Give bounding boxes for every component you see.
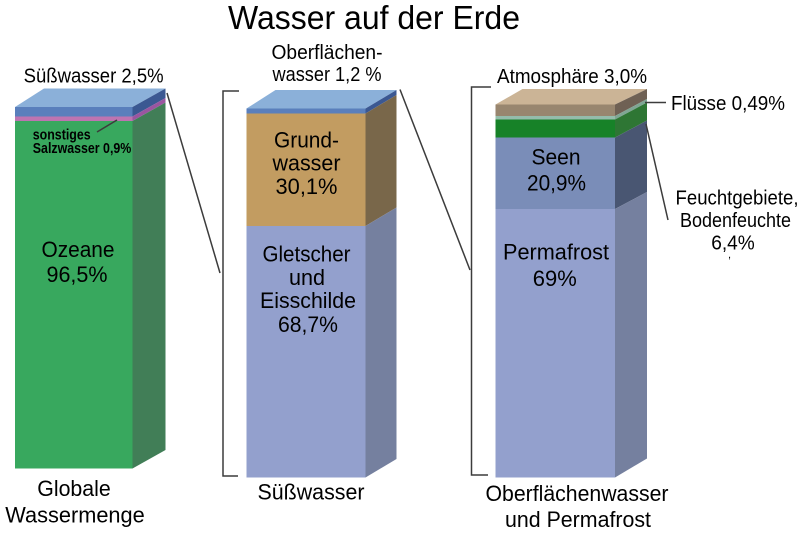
svg-text:Flüsse 0,49%: Flüsse 0,49% bbox=[671, 93, 785, 115]
svg-text:Wasser auf der Erde: Wasser auf der Erde bbox=[228, 0, 520, 36]
svg-text:sonstiges: sonstiges bbox=[33, 126, 91, 143]
svg-text:Oberflächenwasser: Oberflächenwasser bbox=[486, 481, 669, 506]
svg-text:Süßwasser 2,5%: Süßwasser 2,5% bbox=[24, 65, 164, 87]
svg-text:6,4%: 6,4% bbox=[711, 233, 755, 255]
svg-text:Salzwasser 0,9%: Salzwasser 0,9% bbox=[33, 140, 132, 157]
svg-text:und: und bbox=[289, 265, 325, 290]
svg-text:Feuchtgebiete,: Feuchtgebiete, bbox=[676, 188, 799, 210]
svg-text:Permafrost: Permafrost bbox=[503, 240, 609, 265]
svg-text:96,5%: 96,5% bbox=[47, 262, 108, 287]
svg-text:Seen: Seen bbox=[532, 145, 581, 170]
svg-text:Globale: Globale bbox=[37, 476, 111, 501]
svg-text:20,9%: 20,9% bbox=[527, 170, 586, 195]
svg-text:Gletscher: Gletscher bbox=[263, 241, 351, 266]
svg-text:68,7%: 68,7% bbox=[278, 312, 338, 337]
svg-text:wasser: wasser bbox=[272, 151, 341, 176]
svg-text:wasser 1,2 %: wasser 1,2 % bbox=[272, 64, 382, 86]
svg-text:Süßwasser: Süßwasser bbox=[258, 480, 365, 505]
svg-text:Ozeane: Ozeane bbox=[42, 237, 115, 262]
svg-text:Bodenfeuchte: Bodenfeuchte bbox=[680, 210, 791, 232]
svg-text:,: , bbox=[728, 249, 731, 261]
svg-text:30,1%: 30,1% bbox=[276, 174, 338, 199]
svg-text:Wassermenge: Wassermenge bbox=[5, 503, 145, 528]
svg-text:Grund-: Grund- bbox=[274, 128, 339, 153]
svg-text:Eisschilde: Eisschilde bbox=[260, 288, 356, 313]
svg-text:69%: 69% bbox=[533, 266, 577, 291]
svg-text:Atmosphäre 3,0%: Atmosphäre 3,0% bbox=[497, 66, 647, 88]
svg-text:und Permafrost: und Permafrost bbox=[505, 507, 651, 532]
svg-text:Oberflächen-: Oberflächen- bbox=[272, 42, 383, 64]
